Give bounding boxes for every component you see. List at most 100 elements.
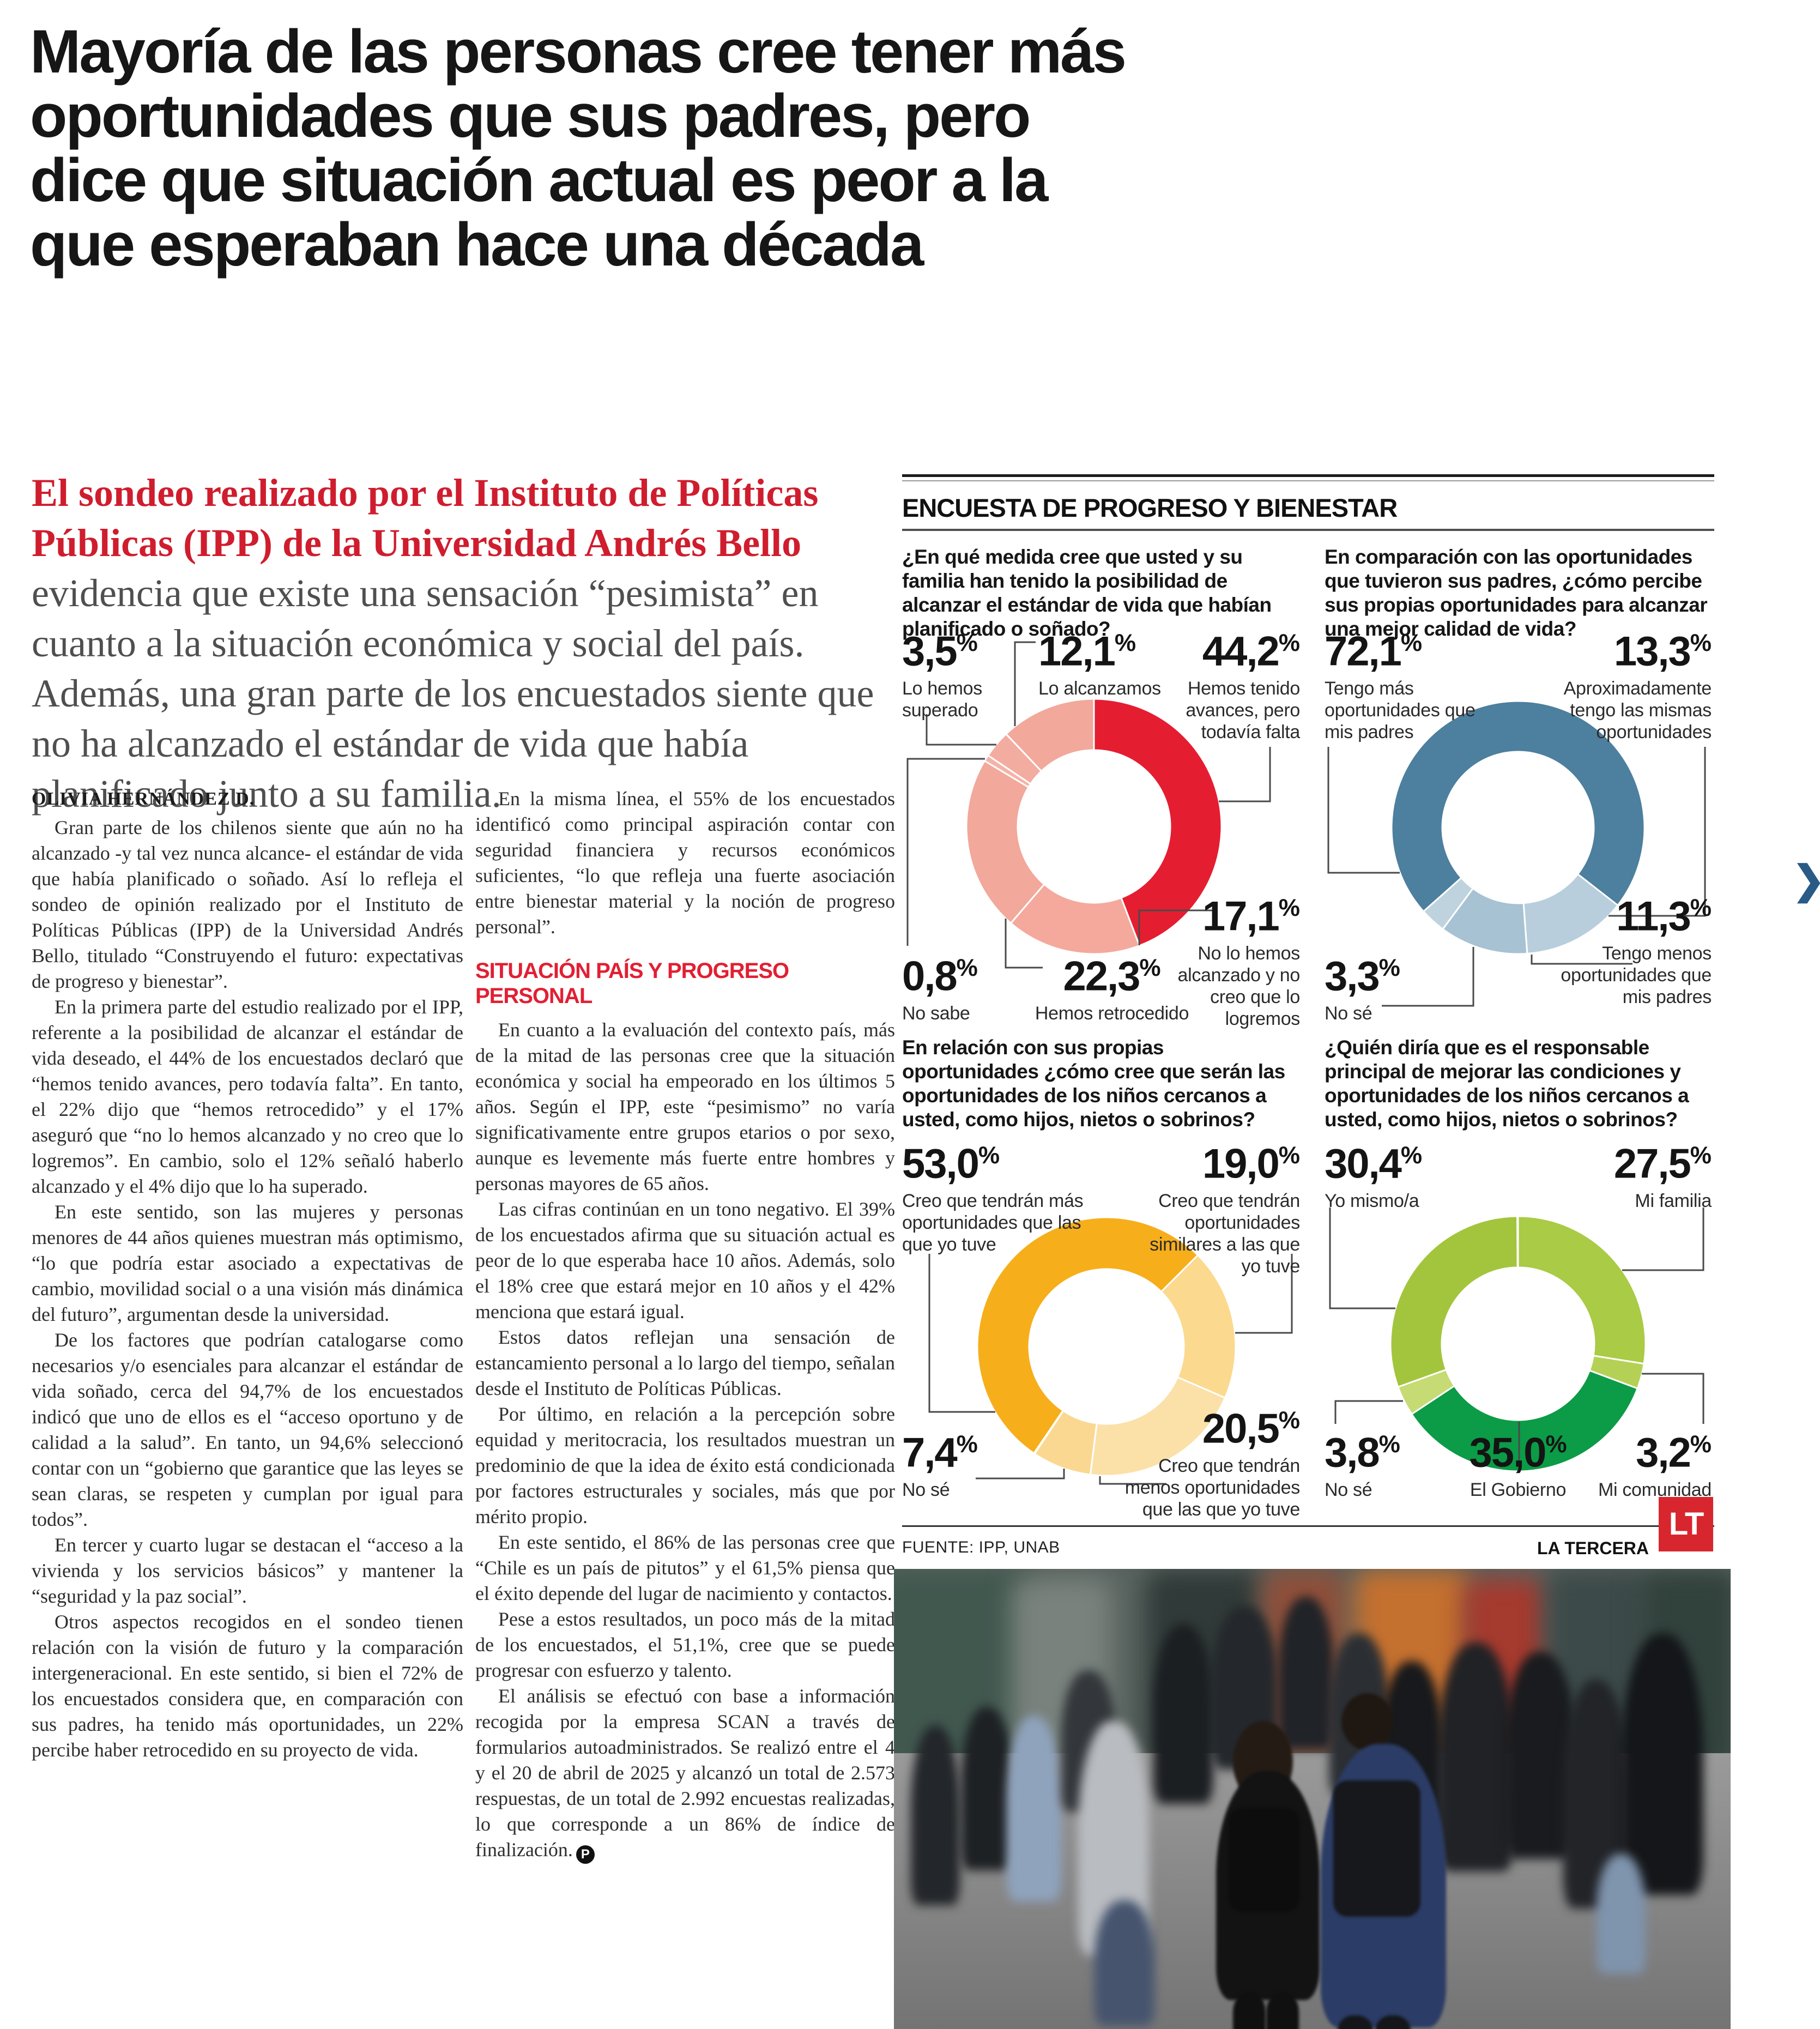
article-column-2: En la misma línea, el 55% de los encuest… — [475, 786, 895, 1864]
callout-lo-alcanzamos: 12,1% Lo alcanzamos — [1038, 628, 1161, 699]
photo-woman-leg — [1232, 1992, 1266, 2029]
lede-continuation: evidencia que existe una sensación “pesi… — [32, 571, 874, 816]
callout-leader-line — [1327, 747, 1400, 874]
paragraph: En este sentido, son las mujeres y perso… — [32, 1201, 463, 1325]
chart2-question: En comparación con las oportunidades que… — [1325, 546, 1708, 640]
callout-leader-line — [1382, 947, 1474, 1007]
headline-line-1: Mayoría de las personas cree tener más — [30, 17, 1127, 86]
callout-el-gobierno: 35,0% El Gobierno — [1469, 1429, 1567, 1501]
infographic-title: ENCUESTA DE PROGRESO Y BIENESTAR — [902, 493, 1398, 522]
next-arrow-icon[interactable]: ❯ — [1792, 857, 1820, 903]
callout-no-sabe: 0,8% No sabe — [902, 953, 978, 1024]
callout-no-se-chart2: 3,3% No sé — [1325, 953, 1400, 1024]
paragraph: Estos datos reflejan una sensación de es… — [475, 1326, 895, 1399]
callout-leader-line — [926, 714, 996, 746]
paragraph: Pese a estos resultados, un poco más de … — [475, 1608, 895, 1681]
callout-no-se-chart3: 7,4% No sé — [902, 1429, 978, 1501]
callout-leader-line — [1219, 747, 1271, 802]
photo-man-head — [1341, 1693, 1394, 1750]
paragraph-text: El análisis se efectuó con base a inform… — [475, 1685, 895, 1861]
paragraph: Otros aspectos recogidos en el sondeo ti… — [32, 1611, 463, 1761]
source-note: FUENTE: IPP, UNAB — [902, 1538, 1060, 1556]
headline-line-2: oportunidades que sus padres, pero — [30, 82, 1031, 150]
photo-pedestrian — [1622, 1633, 1704, 1895]
paragraph: En tercer y cuarto lugar se destacan el … — [32, 1534, 463, 1607]
donut-segment — [976, 1216, 1199, 1455]
callout-leader-line — [976, 1469, 1065, 1480]
donut-segment — [1093, 698, 1223, 947]
photo-pedestrian — [910, 1725, 960, 1905]
paragraph: Por último, en relación a la percepción … — [475, 1403, 895, 1527]
callout-tendran-mas: 53,0% Creo que tendrán más oportunidades… — [902, 1140, 1084, 1255]
donut-segment — [965, 759, 1045, 925]
callout-yo-mismo: 30,4% Yo mismo/a — [1325, 1140, 1423, 1212]
photo-man-backpack — [1333, 1780, 1420, 1917]
callout-mi-familia: 27,5% Mi familia — [1613, 1140, 1712, 1212]
photo-woman-backpack — [1229, 1808, 1299, 1912]
header-divider — [902, 529, 1714, 531]
callout-leader-line — [1642, 1373, 1704, 1424]
chart4-question: ¿Quién diría que es el responsable princ… — [1325, 1036, 1689, 1131]
top-rule-thin — [902, 480, 1714, 481]
photo-pedestrian — [960, 1707, 1013, 1871]
callout-leader-line — [928, 1254, 995, 1413]
callout-no-se-chart4: 3,8% No sé — [1325, 1429, 1400, 1501]
credit-la-tercera: LA TERCERA — [1537, 1538, 1649, 1558]
callout-leader-line — [1014, 641, 1036, 726]
lede-paragraph: El sondeo realizado por el Instituto de … — [32, 468, 896, 819]
callout-leader-line — [1099, 1476, 1166, 1485]
donut-segment — [1422, 877, 1474, 931]
callout-leader-line — [1235, 1254, 1293, 1334]
callout-tengo-mas-oportunidades: 72,1% Tengo más oportunidades que mis pa… — [1325, 628, 1476, 743]
lede-highlight: El sondeo realizado por el Instituto de … — [32, 471, 819, 565]
paragraph: Gran parte de los chilenos siente que aú… — [32, 817, 463, 992]
donut-segment — [1389, 1215, 1519, 1388]
paragraph: En cuanto a la evaluación del contexto p… — [475, 1019, 895, 1194]
callout-tendran-menos: 20,5% Creo que tendrán menos oportunidad… — [1124, 1405, 1301, 1520]
callout-leader-line — [1609, 747, 1706, 917]
callout-mi-comunidad: 3,2% Mi comunidad — [1598, 1429, 1712, 1501]
headline-line-3: dice que situación actual es peor a la — [30, 146, 1048, 214]
paragraph: En la misma línea, el 55% de los encuest… — [475, 788, 895, 938]
callout-tengo-menos-oportunidades: 11,3% Tengo menos oportunidades que mis … — [1561, 893, 1712, 1008]
donut-segment — [1390, 700, 1646, 913]
callout-hemos-tenido-avances: 44,2% Hemos tenido avances, pero todavía… — [1186, 628, 1300, 743]
infographic-panel: ENCUESTA DE PROGRESO Y BIENESTAR ¿En qué… — [902, 474, 1714, 1565]
donut-segment — [1089, 1376, 1226, 1477]
callout-hemos-retrocedido: 22,3% Hemos retrocedido — [1035, 953, 1189, 1024]
bottom-rule — [902, 1525, 1714, 1527]
photo-pedestrian — [1153, 1624, 1213, 1804]
callout-oportunidades-similares: 19,0% Creo que tendrán oportunidades sim… — [1150, 1140, 1300, 1277]
page-title: Mayoría de las personas cree tener más o… — [30, 20, 1284, 277]
headline-line-4: que esperaban hace una década — [30, 210, 924, 279]
donut-segment — [1160, 1254, 1237, 1399]
chart3-question: En relación con sus propias oportunidade… — [902, 1036, 1285, 1131]
paragraph: En este sentido, el 86% de las personas … — [475, 1531, 895, 1604]
donut-charts-canvas — [906, 641, 1706, 1485]
callout-lo-hemos-superado: 3,5% Lo hemos superado — [902, 628, 982, 721]
callout-leader-line — [1138, 909, 1213, 945]
photo-pedestrian — [1279, 1596, 1334, 1749]
donut-segment — [1033, 1409, 1098, 1476]
callout-mismas-oportunidades: 13,3% Aproximadamente tengo las mismas o… — [1563, 628, 1712, 743]
donut-segment — [1517, 1215, 1647, 1365]
photo-pedestrian-jeans2 — [1597, 1854, 1646, 1974]
callout-leader-line — [1005, 919, 1043, 969]
byline: OLIVIA HERNÁNDEZ D. — [32, 789, 255, 809]
callout-no-lo-hemos-alcanzado: 17,1% No lo hemos alcanzado y no creo qu… — [1177, 893, 1300, 1030]
street-photo — [894, 1569, 1731, 2029]
photo-woman-leg — [1266, 1992, 1299, 2029]
photo-pedestrian-jeans — [1095, 1900, 1155, 2026]
paragraph: Las cifras continúan en un tono negativo… — [475, 1198, 895, 1323]
paragraph: En la primera parte del estudio realizad… — [32, 996, 463, 1197]
paragraph: El análisis se efectuó con base a inform… — [475, 1683, 895, 1864]
callout-leader-line — [1329, 1207, 1395, 1309]
article-column-1: OLIVIA HERNÁNDEZ D. Gran parte de los ch… — [32, 786, 463, 1763]
top-rule — [902, 474, 1714, 477]
callout-leader-line — [906, 758, 985, 946]
callout-leader-line — [1531, 955, 1632, 965]
chart1-question: ¿En qué medida cree que usted y su famil… — [902, 546, 1272, 640]
paragraph: De los factores que podrían catalogarse … — [32, 1329, 463, 1530]
article-end-mark: P — [576, 1845, 595, 1864]
